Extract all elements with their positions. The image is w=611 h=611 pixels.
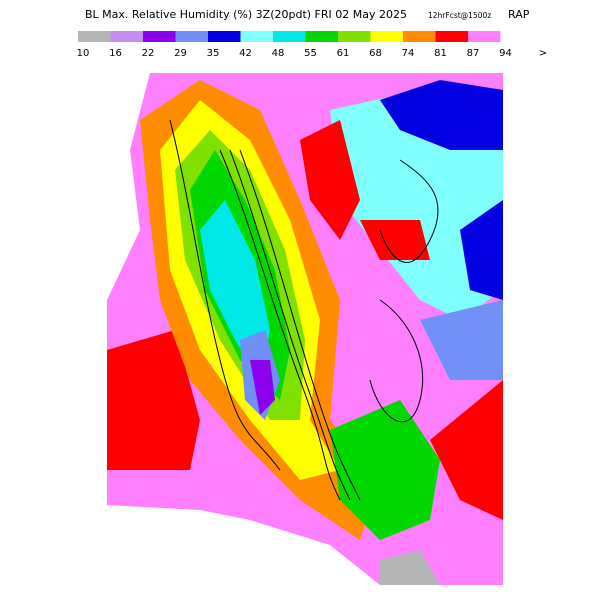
legend-swatch [370, 31, 403, 42]
contour [219, 149, 341, 501]
legend-label: 68 [369, 48, 382, 59]
legend-swatch [435, 31, 468, 42]
legend-label: 22 [142, 48, 155, 59]
legend-label: 81 [434, 48, 447, 59]
legend-swatch [305, 31, 338, 42]
legend-swatch [468, 31, 501, 42]
contour [169, 119, 281, 471]
legend: 10 16 22 29 35 42 48 55 61 68 74 81 87 94 > [77, 31, 547, 59]
model-label: RAP [508, 8, 530, 21]
legend-swatch [403, 31, 436, 42]
region-periwinkle-east [420, 300, 503, 380]
region-red-north [300, 120, 360, 240]
legend-swatch [143, 31, 176, 42]
legend-swatch [110, 31, 143, 42]
region-gray [380, 550, 440, 585]
legend-swatch [240, 31, 273, 42]
region-green-south [330, 400, 440, 540]
region-red-mid [360, 220, 430, 260]
contour [369, 299, 424, 423]
legend-label: 74 [402, 48, 415, 59]
legend-more: > [539, 48, 547, 59]
legend-swatch [175, 31, 208, 42]
legend-label: 35 [207, 48, 220, 59]
legend-label: 94 [499, 48, 512, 59]
legend-label: 16 [109, 48, 122, 59]
legend-swatch [273, 31, 306, 42]
region-red-east [430, 380, 503, 520]
region-blue-north [380, 80, 503, 150]
contour [379, 159, 439, 263]
title: BL Max. Relative Humidity (%) 3Z(20pdt) … [85, 8, 407, 21]
legend-swatch [78, 31, 111, 42]
forecast-label: 12hrFcst@1500z [428, 11, 491, 20]
legend-swatch [208, 31, 241, 42]
region-purple [250, 360, 275, 415]
legend-label: 55 [304, 48, 317, 59]
legend-swatch [338, 31, 371, 42]
region-red [107, 330, 200, 470]
legend-label: 10 [77, 48, 90, 59]
contour [239, 149, 361, 501]
map [107, 73, 503, 585]
legend-label: 29 [174, 48, 187, 59]
legend-label: 42 [239, 48, 252, 59]
contour [229, 149, 351, 501]
legend-label: 48 [272, 48, 285, 59]
legend-label: 87 [467, 48, 480, 59]
legend-label: 61 [337, 48, 350, 59]
region-blue-east [460, 200, 503, 300]
